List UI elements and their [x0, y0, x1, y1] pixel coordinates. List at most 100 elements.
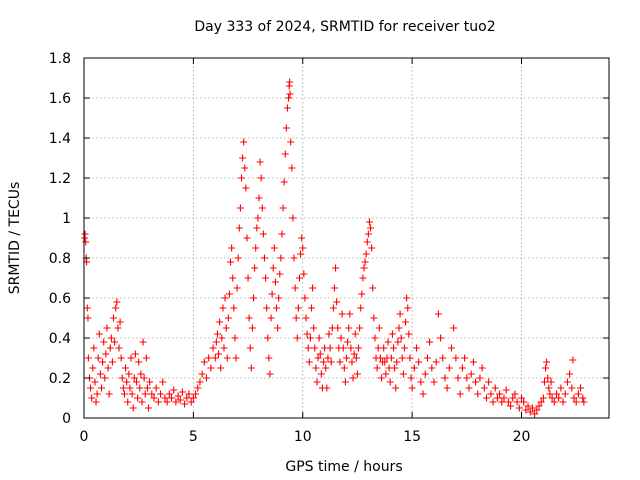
data-point — [297, 250, 305, 258]
data-point — [127, 354, 135, 362]
data-point — [423, 354, 431, 362]
data-point — [244, 274, 252, 282]
data-point — [555, 394, 563, 402]
data-point — [306, 334, 314, 342]
y-tick-label: 0.8 — [49, 251, 71, 267]
data-point — [580, 398, 588, 406]
data-point — [119, 384, 127, 392]
y-tick-label: 1.4 — [49, 131, 71, 147]
data-point — [456, 390, 464, 398]
data-point — [232, 354, 240, 362]
data-point — [391, 364, 399, 372]
data-point — [205, 354, 213, 362]
data-point — [126, 384, 134, 392]
data-point — [252, 244, 260, 252]
data-point — [339, 344, 347, 352]
data-point — [305, 358, 313, 366]
data-point — [415, 358, 423, 366]
x-tick-label: 0 — [80, 429, 89, 445]
data-point — [304, 344, 312, 352]
data-point — [230, 304, 238, 312]
data-point — [568, 384, 576, 392]
data-point — [260, 254, 268, 262]
data-point — [430, 378, 438, 386]
data-point — [309, 284, 317, 292]
data-point — [183, 394, 191, 402]
data-point — [546, 390, 554, 398]
data-point — [369, 284, 377, 292]
data-point — [81, 230, 89, 238]
y-tick-label: 0.4 — [49, 331, 71, 347]
data-point — [271, 278, 279, 286]
data-point — [192, 390, 200, 398]
data-point — [142, 354, 150, 362]
data-point — [198, 370, 206, 378]
data-point — [224, 314, 232, 322]
data-point — [84, 314, 92, 322]
data-point — [88, 394, 96, 402]
data-point — [128, 390, 136, 398]
data-point — [300, 270, 308, 278]
data-point — [548, 394, 556, 402]
data-point — [242, 184, 250, 192]
data-point — [419, 390, 427, 398]
data-point — [221, 294, 229, 302]
data-point — [398, 354, 406, 362]
y-axis-label: SRMTID / TECUs — [7, 182, 23, 295]
data-point — [348, 358, 356, 366]
data-point — [351, 330, 359, 338]
y-tick-label: 1.8 — [49, 51, 71, 67]
data-point — [428, 364, 436, 372]
data-point — [540, 378, 548, 386]
data-point — [291, 284, 299, 292]
data-point — [293, 334, 301, 342]
data-point — [332, 264, 340, 272]
data-point — [544, 374, 552, 382]
data-point — [259, 230, 267, 238]
data-point — [454, 374, 462, 382]
data-point — [102, 350, 110, 358]
y-tick-label: 0 — [62, 411, 71, 427]
data-point — [569, 356, 577, 364]
data-points — [80, 78, 588, 418]
data-point — [341, 378, 349, 386]
data-point — [487, 390, 495, 398]
data-point — [98, 384, 105, 392]
data-point — [553, 390, 560, 398]
data-point — [315, 334, 323, 342]
data-point — [323, 384, 331, 392]
data-point — [94, 354, 102, 362]
data-point — [207, 364, 215, 372]
data-point — [426, 338, 434, 346]
data-point — [163, 398, 171, 406]
data-point — [111, 338, 119, 346]
data-point — [269, 264, 277, 272]
data-point — [324, 354, 332, 362]
data-point — [178, 388, 186, 396]
data-point — [334, 324, 342, 332]
data-point — [231, 334, 239, 342]
data-point — [476, 374, 484, 382]
data-point — [270, 244, 278, 252]
grid-lines — [84, 58, 609, 418]
data-point — [410, 364, 418, 372]
data-point — [253, 224, 261, 232]
data-point — [365, 218, 373, 226]
data-point — [352, 354, 360, 362]
data-point — [407, 374, 415, 382]
data-point — [542, 364, 550, 372]
data-point — [386, 378, 394, 386]
data-point — [343, 354, 350, 362]
data-point — [380, 344, 388, 352]
data-point — [496, 390, 504, 398]
data-point — [185, 390, 193, 398]
data-point — [500, 394, 508, 402]
data-point — [355, 344, 363, 352]
data-point — [322, 364, 330, 372]
data-point — [157, 390, 165, 398]
data-point — [286, 78, 294, 86]
data-point — [350, 350, 358, 358]
data-point — [247, 364, 255, 372]
data-point — [285, 94, 293, 102]
data-point — [257, 174, 265, 182]
